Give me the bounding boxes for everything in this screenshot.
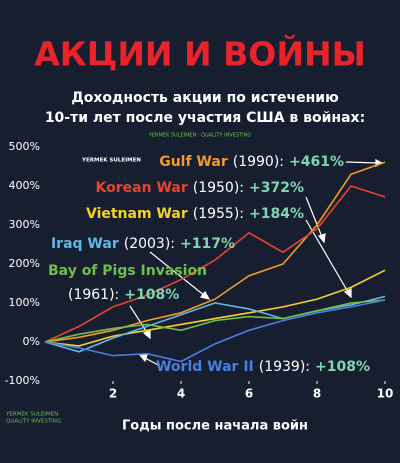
subtitle: 10-ти лет после участия США в войнах:: [45, 110, 365, 126]
series-line: [44, 299, 386, 363]
series-line: [44, 185, 386, 343]
y-tick-label: 400%: [9, 179, 40, 192]
series-final-label: +108%: [315, 359, 370, 375]
series-annotation: (1961): +108%: [68, 287, 179, 303]
series-label: Gulf War: [159, 154, 228, 170]
series-annotation: World War II (1939): +108%: [156, 359, 370, 375]
series-year: (1990):: [233, 154, 284, 170]
x-tick-label: 2: [109, 387, 117, 401]
chart-title: АКЦИИ И ВОЙНЫ: [34, 34, 366, 74]
series-label: Vietnam War: [86, 206, 188, 222]
series-year: (2003):: [124, 236, 175, 252]
series-annotation: Korean War (1950): +372%: [96, 180, 304, 196]
series-final-label: +108%: [124, 287, 179, 303]
x-tick-label: 4: [177, 387, 185, 401]
series-annotation: Iraq War (2003): +117%: [51, 236, 235, 252]
watermark: YERMEK SULEIMEN: [5, 412, 58, 418]
x-tick-label: 10: [377, 387, 394, 401]
series-year: (1955):: [193, 206, 244, 222]
series-label: Korean War: [96, 180, 188, 196]
watermark: QUALITY INVESTING: [6, 419, 61, 425]
series-annotation: Gulf War (1990): +461%: [159, 154, 344, 170]
x-axis-label: Годы после начала войн: [122, 419, 308, 434]
series-label: Iraq War: [51, 236, 119, 252]
series-final-label: +372%: [249, 180, 304, 196]
watermark: YERMEK SULEIMEN: [81, 158, 141, 164]
series-line: [44, 269, 386, 347]
series-final-label: +184%: [249, 206, 304, 222]
y-tick-label: -100%: [5, 374, 40, 387]
watermark: YERMEK SULEIMEN · QUALITY INVESTING: [148, 133, 251, 139]
series-year: (1950):: [193, 180, 244, 196]
y-tick-label: 200%: [9, 257, 40, 270]
y-tick-label: 100%: [9, 296, 40, 309]
subtitle: Доходность акции по истечению: [71, 90, 338, 106]
series-final-label: +461%: [289, 154, 344, 170]
series-line: [44, 161, 386, 343]
series-year: (1939):: [259, 359, 310, 375]
x-tick-label: 6: [245, 387, 253, 401]
y-tick-label: 500%: [9, 140, 40, 153]
x-tick-label: 8: [313, 387, 321, 401]
series-final-label: +117%: [180, 236, 235, 252]
series-label: Bay of Pigs Invasion: [48, 263, 207, 279]
arrows: [129, 159, 384, 367]
series-line: [44, 299, 386, 343]
series-year: (1961):: [68, 287, 119, 303]
y-tick-label: 0%: [23, 335, 40, 348]
series-label: World War II: [156, 359, 254, 375]
y-tick-label: 300%: [9, 218, 40, 231]
series-annotation: Vietnam War (1955): +184%: [86, 206, 304, 222]
